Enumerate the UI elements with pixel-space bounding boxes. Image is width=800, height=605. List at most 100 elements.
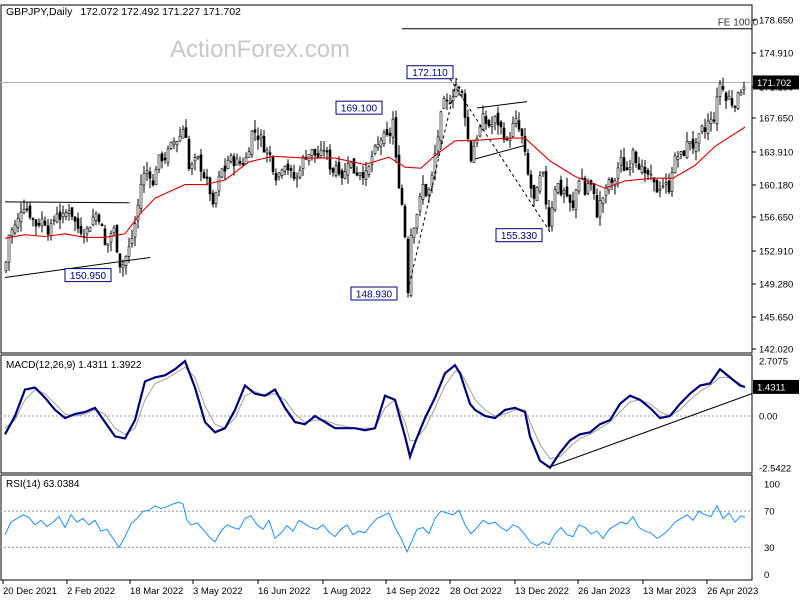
candle-body [190,163,194,170]
annotation-box [64,268,112,283]
candle-body [691,138,695,149]
candle-body [229,155,233,162]
price-y-tick-label: 178.650 [759,16,793,27]
candle-body [682,150,686,157]
candle-body [208,177,212,195]
candle-body [616,167,620,179]
candle-body [430,174,434,187]
candle-body [112,227,116,234]
candle-body [25,208,29,211]
candle-body [643,166,647,174]
candle-body [703,127,707,132]
candle-body [601,197,605,205]
annotation-label: 172.110 [412,68,448,79]
candle-body [172,141,176,145]
candle-body [412,227,416,239]
candle-body [127,246,131,257]
candle-body [349,161,353,168]
moving-average-line [4,126,746,239]
candle-body [544,171,548,205]
candle-body [445,99,449,102]
candle-body [55,213,59,223]
candle-body [490,124,494,127]
macd-y-tick-label: 2.7075 [759,356,788,367]
candle-body [442,98,446,109]
candle-body [109,233,113,243]
candle-body [649,173,653,176]
candle-body [346,163,350,176]
candle-body [319,149,323,156]
candle-body [358,172,362,176]
candle-body [355,172,359,176]
candle-body [721,86,725,90]
candle-body [706,120,710,134]
candle-body [394,117,398,158]
candle-body [646,170,650,175]
candle-body [733,106,737,108]
annotation-box [495,228,543,243]
candle-body [742,86,746,91]
candle-body [526,153,530,175]
rsi-y-tick-label: 30 [764,543,775,554]
candle-body [562,189,566,194]
x-axis-label: 26 Apr 2023 [707,586,758,597]
candle-body [283,165,287,172]
candle-body [424,184,428,197]
candle-body [160,153,164,162]
x-axis-label: 14 Sep 2022 [386,586,440,597]
candle-body [619,157,623,166]
candle-body [517,120,521,130]
candle-body [265,149,269,154]
rsi-y-tick-label: 100 [764,480,780,491]
price-annotation: 169.100 [335,100,383,115]
macd-signal-line [4,366,746,460]
candle-body [595,195,599,218]
candle-body [469,141,473,162]
candle-body [280,169,284,176]
candle-body [640,165,644,174]
candle-body [514,118,518,124]
candle-body [250,130,254,155]
candle-body [478,126,482,137]
candle-body [661,185,665,188]
candle-body [574,189,578,210]
price-y-tick-label: 149.280 [759,280,793,291]
candle-body [220,168,224,178]
candle-body [370,156,374,165]
candle-body [139,183,143,209]
candle-body [313,148,317,156]
annotation-label: 155.330 [501,231,538,242]
candle-body [247,151,251,158]
candle-body [487,120,491,127]
candle-body [253,129,257,133]
candle-body [724,92,728,101]
candle-body [532,184,536,199]
candle-body [685,141,689,158]
price-y-tick-label: 142.020 [759,345,793,356]
candle-body [421,183,425,200]
candle-body [49,222,53,236]
candle-body [340,170,344,179]
candle-body [199,154,203,172]
candle-body [565,186,569,197]
annotation-box [350,286,398,301]
candle-body [679,151,683,155]
candle-body [277,172,281,178]
chart-header: GBPJPY,Daily 172.072 172.492 171.227 171.… [6,6,241,18]
pattern-trendline [4,201,131,204]
candle-body [505,138,509,141]
candle-body [295,176,299,180]
candle-body [76,218,80,229]
candle-body [145,170,149,175]
candle-body [316,153,320,159]
candle-body [88,226,92,232]
watermark: ActionForex.com [170,36,350,63]
macd-title: MACD(12,26,9) 1.4311 1.3922 [6,360,142,371]
annotation-box [335,100,383,115]
price-y-tick-label: 163.910 [759,148,793,159]
header-symbol: GBPJPY,Daily [6,6,73,18]
rsi-title: RSI(14) 63.0384 [6,479,80,490]
candle-body [238,161,242,164]
candle-body [598,200,602,218]
candle-body [538,175,542,192]
